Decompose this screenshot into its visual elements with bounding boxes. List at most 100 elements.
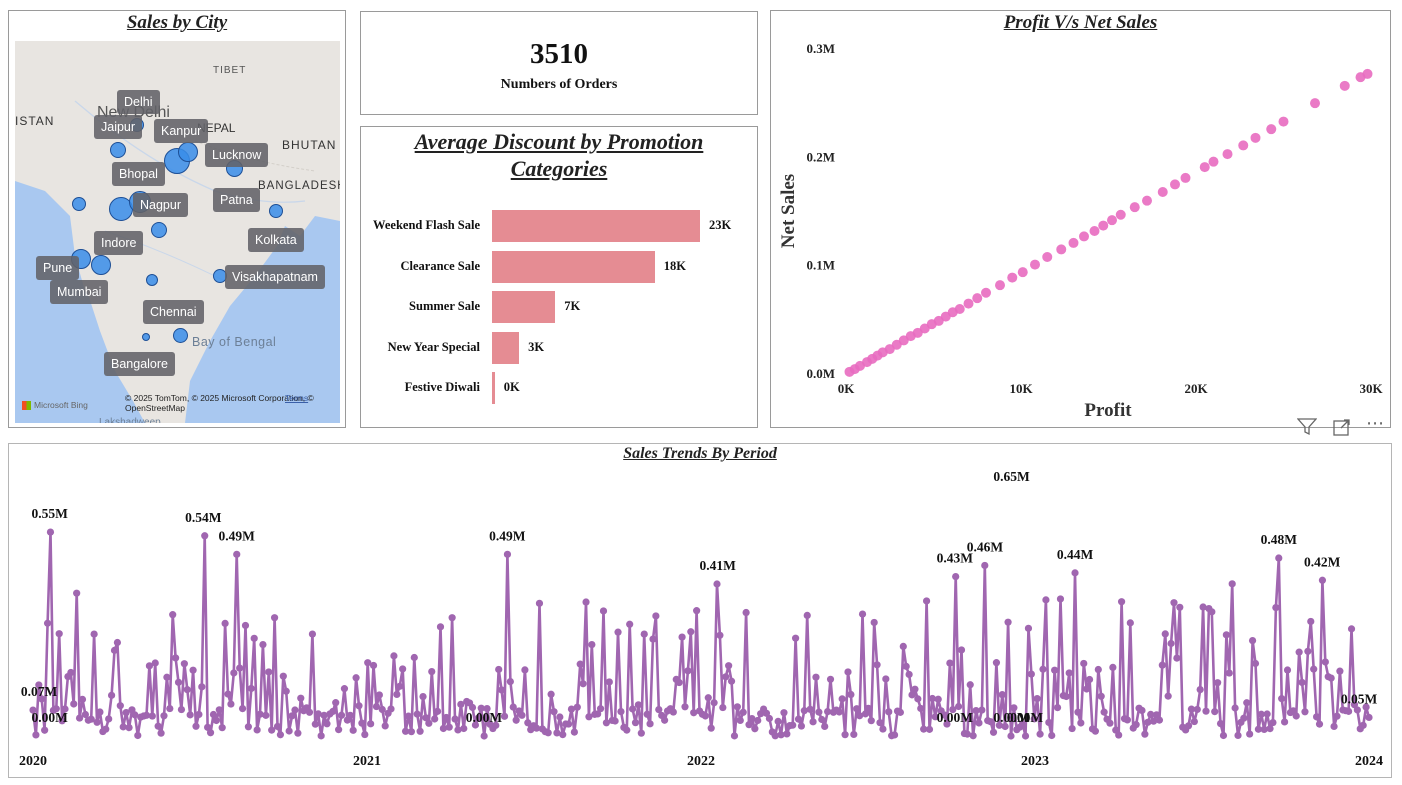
trend-point bbox=[1068, 724, 1076, 733]
india-map[interactable]: TIBET NEPAL BHUTAN BANGLADESH ISTAN Bay … bbox=[15, 41, 340, 423]
trend-point bbox=[867, 717, 875, 725]
region-label-tibet: TIBET bbox=[213, 65, 247, 76]
city-bubble[interactable] bbox=[178, 142, 198, 162]
city-label-chennai[interactable]: Chennai bbox=[143, 300, 204, 324]
scatter-point bbox=[1142, 195, 1152, 206]
city-label-nagpur[interactable]: Nagpur bbox=[133, 193, 188, 217]
city-label-lucknow[interactable]: Lucknow bbox=[205, 143, 269, 167]
more-options-icon[interactable]: ⋯ bbox=[1366, 413, 1385, 434]
discount-bar[interactable] bbox=[492, 372, 495, 404]
trend-point bbox=[920, 725, 928, 733]
city-label-kolkata[interactable]: Kolkata bbox=[248, 228, 304, 252]
trend-point bbox=[375, 691, 383, 699]
orders-kpi-card[interactable]: 3510 Numbers of Orders bbox=[360, 11, 758, 115]
trend-point bbox=[253, 726, 261, 734]
city-label-bangalore[interactable]: Bangalore bbox=[104, 352, 175, 376]
trend-point bbox=[521, 666, 529, 674]
trend-point bbox=[687, 628, 695, 636]
map-terms-link[interactable]: Terms bbox=[285, 393, 309, 403]
discount-chart-title: Average Discount by Promotion Categories bbox=[361, 128, 757, 182]
trend-line-chart[interactable]: 0.07M 0.00M 0.55M 0.54M 0.49M 0.00M 0.49M 0.41M… bbox=[9, 444, 1391, 777]
trend-point bbox=[853, 705, 861, 713]
city-bubble[interactable] bbox=[72, 197, 86, 211]
city-bubble[interactable] bbox=[142, 333, 150, 341]
trend-point bbox=[396, 682, 404, 690]
trend-point bbox=[349, 726, 357, 734]
city-label-pune[interactable]: Pune bbox=[36, 256, 80, 280]
trend-point bbox=[273, 722, 282, 731]
profit-vs-sales-panel[interactable]: Profit V/s Net Sales 0.0M 0.1M 0.2M 0.3M 0K 1… bbox=[770, 10, 1391, 428]
discount-bar[interactable] bbox=[492, 210, 700, 242]
city-bubble[interactable] bbox=[269, 204, 283, 218]
city-label-patna[interactable]: Patna bbox=[213, 188, 260, 212]
trend-point bbox=[917, 704, 925, 713]
trend-point bbox=[1327, 674, 1335, 682]
trend-point bbox=[652, 612, 660, 620]
trend-point bbox=[1123, 716, 1132, 724]
trend-point bbox=[949, 705, 957, 714]
trend-point bbox=[794, 715, 803, 723]
city-label-mumbai[interactable]: Mumbai bbox=[50, 280, 109, 304]
trend-point bbox=[1318, 576, 1327, 584]
trend-point bbox=[1292, 712, 1300, 720]
city-bubble[interactable] bbox=[146, 274, 158, 286]
city-label-kanpur[interactable]: Kanpur bbox=[154, 119, 209, 143]
trend-point bbox=[1094, 665, 1102, 674]
trend-point bbox=[503, 550, 512, 558]
discount-bar[interactable] bbox=[492, 250, 655, 283]
trend-point bbox=[681, 703, 689, 711]
city-label-delhi[interactable]: Delhi bbox=[117, 90, 160, 114]
trend-point bbox=[154, 722, 162, 730]
trend-point bbox=[655, 706, 663, 714]
discount-bar-chart-panel[interactable]: Average Discount by Promotion Categories… bbox=[360, 126, 758, 428]
trend-point bbox=[236, 664, 244, 672]
trend-point bbox=[1021, 732, 1030, 740]
discount-bar[interactable] bbox=[492, 291, 556, 323]
trend-point bbox=[739, 708, 747, 716]
focus-mode-icon[interactable] bbox=[1333, 418, 1351, 440]
trend-point bbox=[93, 718, 101, 726]
trend-point bbox=[1278, 695, 1286, 703]
sales-trend-panel[interactable]: Sales Trends By Period 0.07M 0.00M 0.55M 0.… bbox=[8, 443, 1392, 778]
city-label-visakhapatnam[interactable]: Visakhapatnam bbox=[225, 265, 325, 289]
x-tick-label: 2021 bbox=[353, 754, 381, 769]
trend-point bbox=[105, 715, 113, 723]
trend-data-label: 0.54M bbox=[185, 510, 222, 525]
city-bubble[interactable] bbox=[110, 142, 126, 158]
trend-point bbox=[90, 630, 98, 638]
trend-point bbox=[966, 681, 974, 689]
city-label-jaipur[interactable]: Jaipur bbox=[94, 115, 143, 139]
trend-point bbox=[448, 614, 456, 622]
scatter-plot[interactable]: 0.0M 0.1M 0.2M 0.3M 0K 10K 20K 30K Profit Net Sal… bbox=[771, 11, 1390, 427]
trend-point bbox=[1030, 715, 1038, 723]
scatter-point bbox=[981, 287, 991, 298]
trend-point bbox=[407, 728, 415, 736]
bing-logo: Microsoft Bing bbox=[22, 400, 88, 410]
trend-point bbox=[1074, 708, 1082, 716]
trend-point bbox=[809, 718, 817, 726]
city-bubble[interactable] bbox=[151, 222, 167, 238]
trend-point bbox=[451, 715, 459, 723]
trend-point bbox=[1042, 596, 1050, 604]
trend-point bbox=[1010, 704, 1018, 712]
scatter-point bbox=[1208, 156, 1219, 167]
city-label-indore[interactable]: Indore bbox=[94, 231, 144, 255]
city-bubble[interactable] bbox=[91, 255, 111, 275]
trend-point bbox=[701, 712, 709, 720]
trend-point bbox=[1085, 675, 1094, 684]
city-bubble[interactable] bbox=[173, 328, 188, 343]
trend-point bbox=[1033, 694, 1041, 703]
city-bubble[interactable] bbox=[109, 197, 133, 221]
trend-point bbox=[908, 691, 916, 699]
discount-bar[interactable] bbox=[492, 331, 520, 364]
sales-by-city-panel[interactable]: Sales by City TIBET NEPAL BHUTAN BANGLAD… bbox=[8, 10, 346, 428]
city-label-bhopal[interactable]: Bhopal bbox=[112, 162, 165, 186]
map-attribution: © 2025 TomTom, © 2025 Microsoft Corporat… bbox=[125, 393, 314, 413]
trend-point bbox=[704, 694, 712, 702]
trend-point bbox=[873, 661, 881, 669]
trend-data-label: 0.00M bbox=[1007, 710, 1044, 725]
trend-point bbox=[1056, 595, 1065, 603]
trend-point bbox=[262, 711, 270, 719]
filter-icon[interactable] bbox=[1296, 418, 1318, 440]
trend-point bbox=[736, 716, 744, 725]
